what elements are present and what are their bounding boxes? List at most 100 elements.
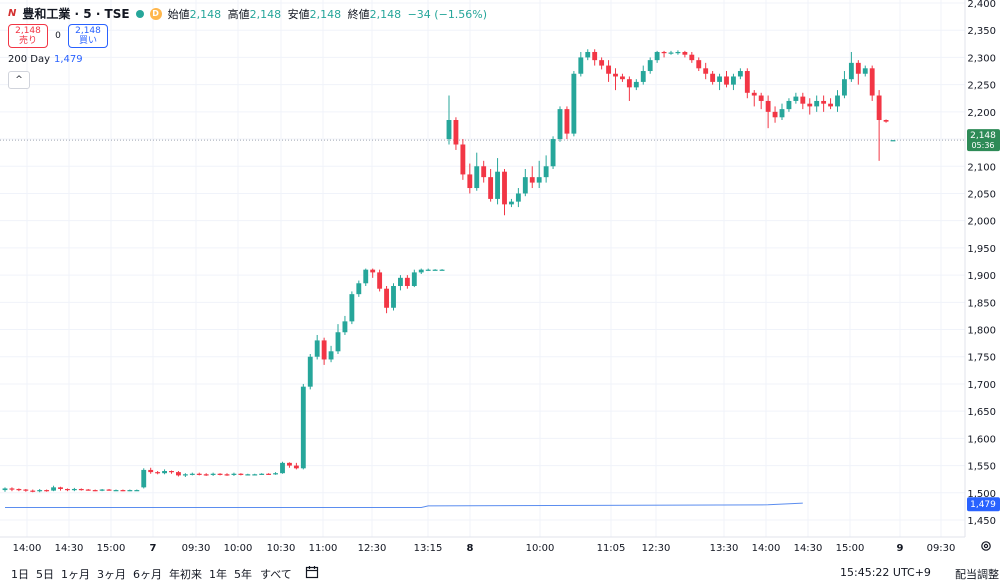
chevron-up-icon: ^ (15, 75, 23, 85)
y-tick-label: 1,650 (967, 407, 996, 418)
candle-body (377, 272, 383, 289)
candle-body (363, 269, 369, 284)
exchange-logo-icon: N (8, 8, 17, 19)
candle-body (342, 321, 348, 333)
candle-body (620, 76, 625, 80)
candle-body (231, 473, 237, 475)
candle-body (217, 473, 223, 475)
dividend-adjust-toggle[interactable]: 配当調整 (955, 568, 999, 581)
buy-button[interactable]: 2,148 買い (68, 24, 108, 48)
candle-body (44, 490, 50, 492)
x-tick-label: 10:00 (224, 543, 253, 554)
timeframe-1m[interactable]: 1ヶ月 (61, 568, 90, 581)
candle-body (425, 269, 431, 271)
bottom-toolbar: 1日 5日 1ヶ月 3ヶ月 6ヶ月 年初来 1年 5年 すべて 15:45:22… (0, 564, 1000, 582)
candle-body (196, 473, 202, 475)
timeframe-ytd[interactable]: 年初来 (169, 568, 202, 581)
low-value: 2,148 (309, 7, 342, 21)
candle-body (245, 474, 251, 476)
open-label: 始値 (167, 7, 190, 21)
candle-body (92, 490, 98, 492)
timeframe-1d[interactable]: 1日 (11, 568, 29, 581)
candle-body (370, 269, 376, 273)
spread-value: 0 (55, 31, 61, 41)
gear-icon[interactable] (980, 540, 992, 552)
sell-price: 2,148 (15, 26, 41, 36)
x-tick-label: 15:00 (836, 543, 865, 554)
candle-body (287, 462, 292, 466)
clock-timezone[interactable]: 15:45:22 UTC+9 (840, 566, 931, 579)
candle-body (273, 473, 278, 475)
candle-body (515, 193, 521, 202)
timeframe-6m[interactable]: 6ヶ月 (133, 568, 162, 581)
candle-body (828, 103, 833, 107)
symbol-title[interactable]: 豊和工業 · 5 · TSE (22, 7, 130, 21)
candle-body (481, 166, 487, 178)
candle-body (169, 471, 174, 473)
candle-body (737, 71, 743, 77)
candle-body (293, 465, 299, 469)
high-value: 2,148 (249, 7, 282, 21)
candle-body (78, 488, 84, 491)
candle-body (717, 76, 722, 82)
candle-body (106, 489, 112, 491)
collapse-legend-button[interactable]: ^ (8, 71, 30, 89)
candle-body (633, 81, 639, 88)
candle-body (460, 144, 466, 175)
candle-body (647, 60, 653, 72)
timeframe-3m[interactable]: 3ヶ月 (97, 568, 126, 581)
y-tick-label: 1,950 (967, 244, 996, 255)
y-tick-label: 2,400 (967, 0, 996, 10)
y-tick-label: 2,050 (967, 189, 996, 200)
candle-body (724, 76, 729, 85)
candle-body (495, 171, 500, 199)
candle-body (800, 96, 806, 104)
ma-indicator-legend[interactable]: 200 Day 1,479 (8, 54, 83, 65)
y-tick-label: 2,100 (967, 162, 996, 173)
candle-body (488, 177, 494, 199)
y-tick-label: 2,300 (967, 53, 996, 64)
candle-body (689, 54, 695, 61)
candle-body (613, 73, 618, 77)
y-tick-label: 2,200 (967, 108, 996, 119)
candle-body (571, 73, 577, 134)
candle-body (314, 340, 320, 357)
candle-body (51, 487, 56, 491)
y-tick-label: 2,350 (967, 26, 996, 37)
candle-body (127, 490, 133, 492)
x-tick-label: 09:30 (927, 543, 956, 554)
candle-body (474, 166, 480, 189)
timeframe-5d[interactable]: 5日 (36, 568, 54, 581)
candle-body (654, 51, 660, 61)
timeframe-1y[interactable]: 1年 (209, 568, 227, 581)
ma-label: 200 Day (8, 54, 51, 65)
candle-body (606, 65, 611, 74)
candle-body (224, 474, 230, 476)
sell-button[interactable]: 2,148 売り (8, 24, 48, 48)
ohlc-values: 始値2,148 高値2,148 安値2,148 終値2,148 −34 (−1.… (168, 6, 487, 22)
candle-body (99, 489, 105, 491)
candle-body (210, 473, 216, 475)
calendar-range-icon[interactable] (305, 565, 319, 579)
timeframe-all[interactable]: すべて (260, 568, 292, 581)
candle-body (335, 332, 341, 352)
x-tick-label: 13:30 (710, 543, 739, 554)
candle-body (599, 60, 605, 66)
market-status-icon[interactable] (135, 9, 144, 18)
open-value: 2,148 (189, 7, 222, 21)
timeframe-5y[interactable]: 5年 (234, 568, 252, 581)
candle-body (772, 111, 778, 118)
trade-buttons: 2,148 売り 0 2,148 買い (8, 24, 108, 48)
x-tick-label: 14:00 (13, 543, 42, 554)
y-tick-label: 1,700 (967, 380, 996, 391)
d-badge[interactable]: D (149, 7, 162, 20)
close-label: 終値 (347, 7, 370, 21)
candle-body (731, 76, 736, 85)
x-tick-label: 14:30 (794, 543, 823, 554)
change-value: −34 (−1.56%) (407, 7, 488, 21)
candle-body (162, 471, 167, 474)
candle-body (876, 95, 882, 121)
candle-body (23, 489, 29, 491)
candle-body (578, 57, 584, 74)
